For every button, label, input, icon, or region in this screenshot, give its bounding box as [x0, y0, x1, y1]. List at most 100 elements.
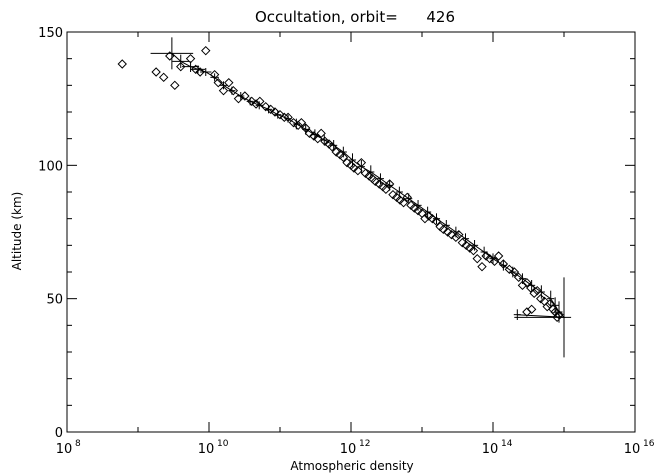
data-point — [552, 312, 562, 323]
data-point — [209, 69, 220, 80]
data-point — [342, 157, 352, 168]
data-point — [489, 256, 500, 267]
data-point — [522, 277, 532, 288]
data-point — [304, 128, 315, 139]
data-point — [529, 288, 539, 299]
data-point — [247, 96, 257, 107]
data-point — [158, 72, 169, 83]
data-point — [465, 243, 475, 253]
data-point — [526, 283, 536, 293]
data-point — [402, 192, 412, 203]
data-point — [517, 280, 528, 291]
y-tick-label: 50 — [46, 293, 63, 308]
data-point — [398, 197, 409, 208]
data-point — [395, 195, 405, 205]
data-point — [313, 133, 323, 144]
data-point — [504, 264, 515, 275]
data-point — [288, 117, 299, 128]
x-tick-exponent: 10 — [217, 439, 229, 449]
data-point — [498, 259, 509, 269]
data-point — [424, 211, 434, 221]
data-point — [270, 107, 280, 117]
profile-line — [171, 52, 566, 318]
x-tick-label: 10 — [340, 442, 357, 457]
data-point — [481, 251, 491, 261]
data-point — [349, 163, 359, 173]
data-point — [233, 93, 244, 104]
x-tick-exponent: 14 — [501, 439, 513, 449]
data-point — [457, 237, 468, 248]
data-point — [255, 96, 265, 107]
data-point — [228, 85, 239, 96]
data-point — [195, 67, 205, 77]
x-tick-label: 10 — [56, 442, 73, 457]
data-point — [485, 253, 495, 264]
data-point — [261, 101, 271, 112]
data-point — [451, 232, 461, 243]
x-tick-exponent: 12 — [359, 439, 370, 449]
x-tick-label: 10 — [198, 442, 215, 457]
plot-frame — [66, 31, 636, 433]
data-point — [185, 53, 196, 64]
data-point — [296, 117, 307, 128]
axes — [66, 31, 636, 433]
data-point — [493, 251, 504, 261]
data-point — [117, 59, 127, 69]
data-point — [331, 147, 341, 157]
data-point — [338, 152, 349, 163]
data-point — [176, 61, 186, 72]
data-point — [327, 141, 337, 152]
data-point — [446, 229, 457, 240]
data-point — [283, 112, 293, 123]
data-point — [509, 267, 520, 277]
data-point — [454, 229, 464, 240]
data-point — [409, 203, 420, 213]
data-point — [461, 240, 471, 251]
data-point — [213, 77, 223, 88]
data-point — [320, 136, 330, 147]
y-axis-label: Altitude (km) — [10, 192, 24, 271]
data-point — [431, 216, 442, 227]
data-point — [381, 184, 391, 195]
chart-title: Occultation, orbit= 426 — [255, 8, 455, 26]
data-point — [513, 272, 524, 283]
data-point — [165, 51, 175, 61]
data-point — [420, 213, 430, 224]
y-tick-label: 100 — [38, 159, 63, 174]
data-point — [388, 189, 398, 200]
data-point — [300, 123, 311, 133]
data-point — [293, 120, 303, 131]
data-point — [472, 253, 482, 264]
data-point — [477, 261, 487, 272]
data-point — [542, 301, 552, 312]
data-point — [218, 85, 229, 96]
data-point — [266, 104, 276, 115]
data-point — [360, 168, 371, 179]
data-point — [191, 64, 201, 75]
data-point — [427, 213, 438, 224]
y-tick-label: 0 — [55, 426, 63, 441]
data-point — [279, 112, 290, 123]
data-point — [374, 179, 384, 189]
scatter-series — [117, 45, 564, 323]
data-point — [356, 157, 367, 168]
data-point — [170, 80, 180, 91]
data-point — [532, 285, 542, 296]
data-point — [275, 109, 285, 120]
data-point — [240, 91, 250, 101]
data-point — [370, 176, 381, 187]
data-point — [554, 309, 564, 320]
x-tick-label: 10 — [624, 442, 641, 457]
x-tick-exponent: 8 — [75, 439, 81, 449]
errorbar-line-series — [150, 37, 572, 358]
data-point — [224, 77, 234, 88]
data-point — [151, 67, 161, 77]
data-point — [251, 99, 261, 109]
data-point — [413, 205, 423, 216]
data-point — [438, 224, 449, 235]
data-point — [468, 245, 479, 256]
x-axis-label: Atmospheric density — [290, 459, 413, 473]
data-point — [316, 128, 326, 139]
data-point — [536, 293, 546, 304]
